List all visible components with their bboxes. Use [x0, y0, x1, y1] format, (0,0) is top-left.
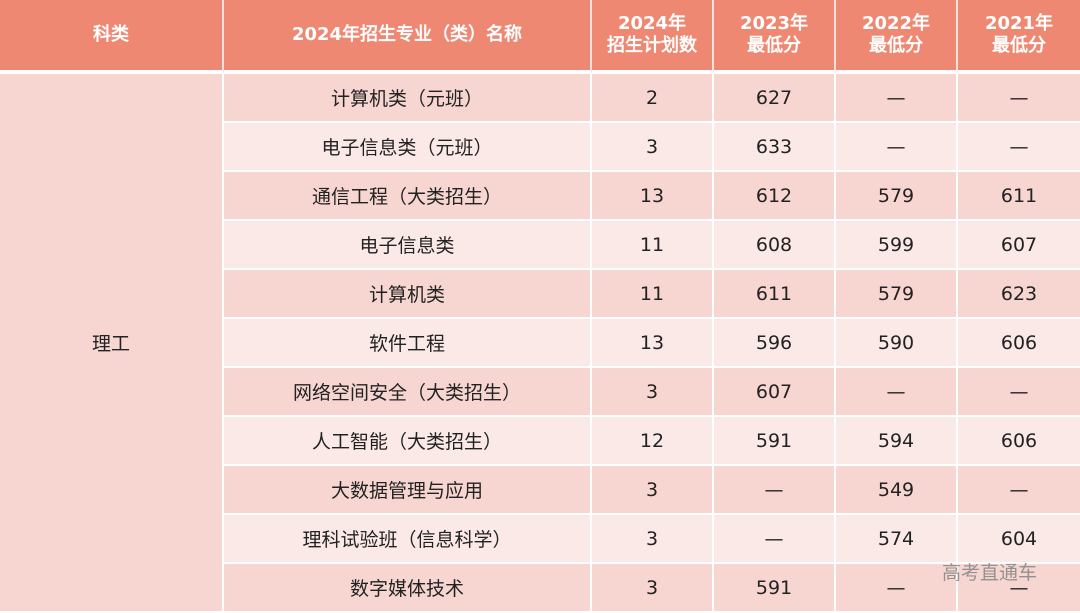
table-row: 理科试验班（信息科学） 3 — 574 604: [0, 515, 1080, 564]
table-row: 通信工程（大类招生） 13 612 579 611: [0, 172, 1080, 221]
table-row: 电子信息类（元班） 3 633 — —: [0, 123, 1080, 172]
score-2022: 549: [836, 466, 958, 515]
header-text: 2024年: [617, 13, 687, 34]
score-2021: 604: [958, 515, 1080, 564]
plan-count: 11: [592, 270, 714, 319]
table-row: 电子信息类 11 608 599 607: [0, 221, 1080, 270]
header-text: 科类: [93, 24, 129, 45]
score-2021: 623: [958, 270, 1080, 319]
header-text: 招生计划数: [607, 35, 697, 56]
plan-count: 3: [592, 368, 714, 417]
score-2023: 627: [714, 74, 836, 123]
score-2023: 591: [714, 417, 836, 466]
table-row: 计算机类 11 611 579 623: [0, 270, 1080, 319]
major-name: 计算机类（元班）: [224, 74, 592, 123]
plan-count: 2: [592, 74, 714, 123]
table-row: 理工 计算机类（元班） 2 627 — —: [0, 74, 1080, 613]
header-plan-2024: 2024年 招生计划数: [592, 0, 714, 74]
score-2021: —: [958, 368, 1080, 417]
header-text: 2022年: [861, 13, 931, 34]
header-text: 2023年: [739, 13, 809, 34]
table-row: 软件工程 13 596 590 606: [0, 319, 1080, 368]
score-2023: 612: [714, 172, 836, 221]
score-2023: 608: [714, 221, 836, 270]
major-name: 网络空间安全（大类招生）: [224, 368, 592, 417]
plan-count: 13: [592, 172, 714, 221]
score-2021: 606: [958, 319, 1080, 368]
score-2023: —: [714, 515, 836, 564]
header-text: 最低分: [992, 35, 1046, 56]
score-2023: 611: [714, 270, 836, 319]
plan-count: 13: [592, 319, 714, 368]
major-name: 计算机类: [224, 270, 592, 319]
score-2022: 579: [836, 270, 958, 319]
major-name: 软件工程: [224, 319, 592, 368]
header-text: 最低分: [747, 35, 801, 56]
header-min-2021: 2021年 最低分: [958, 0, 1080, 74]
table-row: 人工智能（大类招生） 12 591 594 606: [0, 417, 1080, 466]
header-text: 最低分: [869, 35, 923, 56]
score-2021: —: [958, 466, 1080, 515]
plan-count: 12: [592, 417, 714, 466]
header-row: 科类 2024年招生专业（类）名称 2024年 招生计划数 2023年 最低分 20…: [0, 0, 1080, 74]
major-name: 人工智能（大类招生）: [224, 417, 592, 466]
score-2022: 590: [836, 319, 958, 368]
header-major-name: 2024年招生专业（类）名称: [224, 0, 592, 74]
watermark: 高考直通车: [942, 562, 1038, 584]
plan-count: 3: [592, 564, 714, 613]
header-text: 2024年招生专业（类）名称: [291, 24, 523, 45]
major-name: 理科试验班（信息科学）: [224, 515, 592, 564]
score-2022: 574: [836, 515, 958, 564]
plan-count: 11: [592, 221, 714, 270]
score-2021: 606: [958, 417, 1080, 466]
major-name: 电子信息类（元班）: [224, 123, 592, 172]
header-text: 2021年: [984, 13, 1054, 34]
plan-count: 3: [592, 515, 714, 564]
header-min-2022: 2022年 最低分: [836, 0, 958, 74]
plan-count: 3: [592, 466, 714, 515]
score-2022: —: [836, 564, 958, 613]
score-2022: 579: [836, 172, 958, 221]
major-name: 数字媒体技术: [224, 564, 592, 613]
score-2021: 611: [958, 172, 1080, 221]
score-2022: 599: [836, 221, 958, 270]
major-name: 大数据管理与应用: [224, 466, 592, 515]
score-2023: 596: [714, 319, 836, 368]
major-name: 通信工程（大类招生）: [224, 172, 592, 221]
score-2022: —: [836, 368, 958, 417]
score-2023: 633: [714, 123, 836, 172]
score-2022: —: [836, 123, 958, 172]
score-2022: —: [836, 74, 958, 123]
major-name: 电子信息类: [224, 221, 592, 270]
score-2021: —: [958, 123, 1080, 172]
category-cell: 理工: [0, 74, 224, 613]
score-2021: —: [958, 564, 1080, 613]
score-2023: 607: [714, 368, 836, 417]
score-2021: 607: [958, 221, 1080, 270]
header-min-2023: 2023年 最低分: [714, 0, 836, 74]
score-2023: 591: [714, 564, 836, 613]
table-row: 大数据管理与应用 3 — 549 —: [0, 466, 1080, 515]
score-2021: —: [958, 74, 1080, 123]
score-2023: —: [714, 466, 836, 515]
score-2022: 594: [836, 417, 958, 466]
header-category: 科类: [0, 0, 224, 74]
table-row: 网络空间安全（大类招生） 3 607 — —: [0, 368, 1080, 417]
plan-count: 3: [592, 123, 714, 172]
